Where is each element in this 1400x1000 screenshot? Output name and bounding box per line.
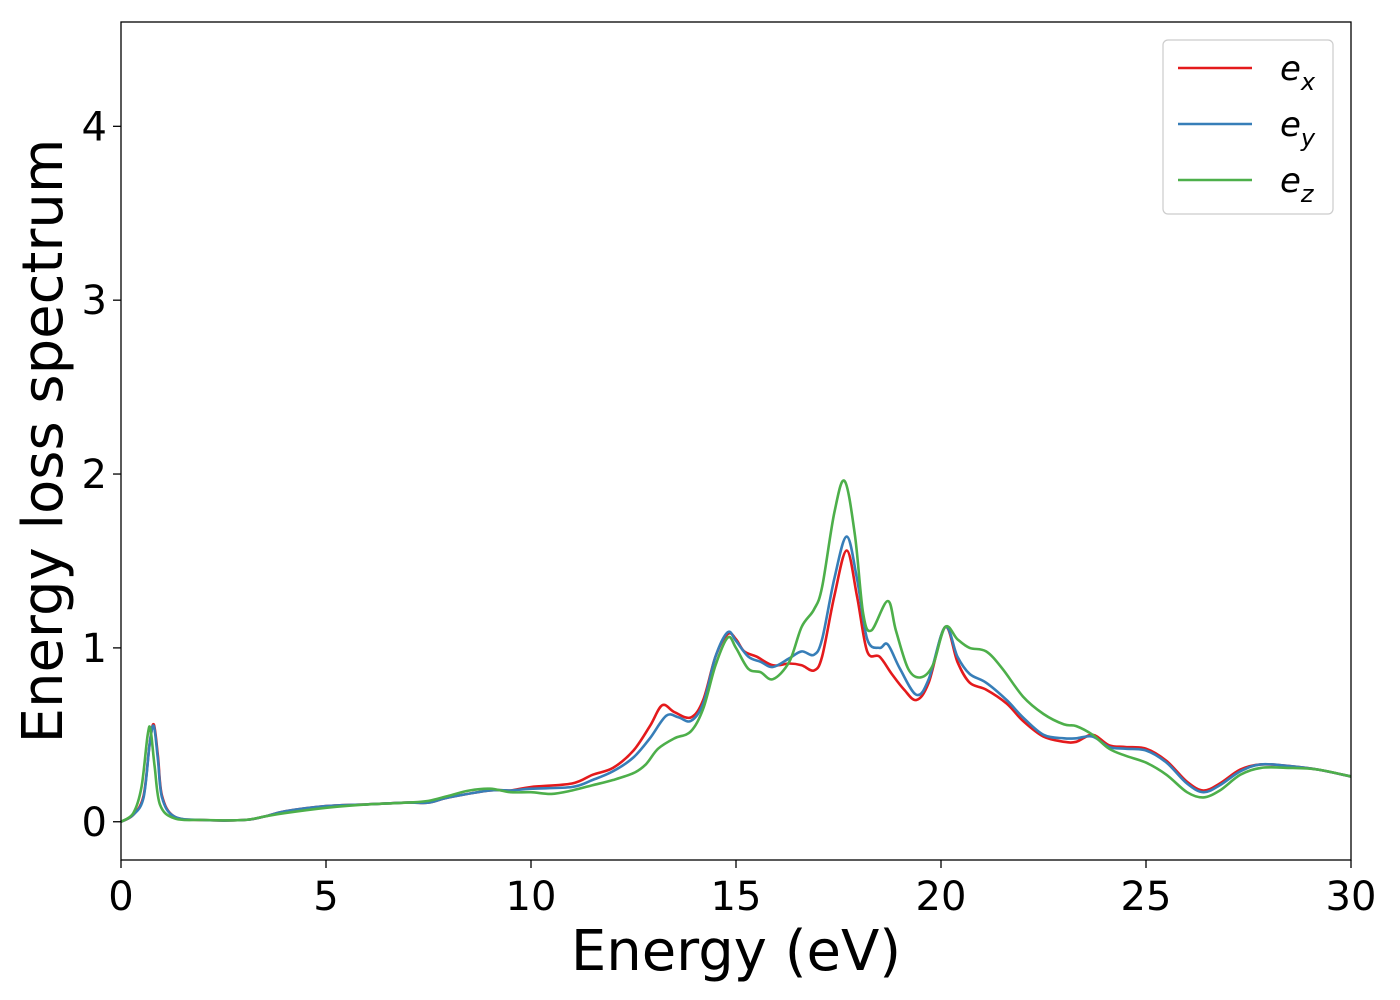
y-tick-label: 2 xyxy=(82,452,107,498)
legend-label-base: e xyxy=(1280,161,1301,201)
x-axis-ticks: 0 5 10 15 20 25 30 xyxy=(108,860,1376,920)
legend-label-x: ex xyxy=(1280,49,1316,96)
y-axis-ticks: 0 1 2 3 4 xyxy=(82,104,121,846)
y-tick-label: 4 xyxy=(82,104,107,150)
x-tick-label: 30 xyxy=(1326,874,1377,920)
legend-label-z: ez xyxy=(1280,161,1315,208)
x-tick-label: 10 xyxy=(506,874,557,920)
legend-box xyxy=(1162,39,1334,215)
legend-label-y: ey xyxy=(1280,105,1316,152)
y-tick-label: 1 xyxy=(82,626,107,672)
legend-label-base: e xyxy=(1280,49,1301,89)
x-tick-label: 15 xyxy=(711,874,762,920)
legend-label-base: e xyxy=(1280,105,1301,145)
series-line-z xyxy=(120,479,1352,823)
x-tick-label: 20 xyxy=(916,874,967,920)
legend-label-subscript: z xyxy=(1300,180,1315,208)
y-axis-title: Energy loss spectrum xyxy=(11,139,76,744)
legend-label-subscript: x xyxy=(1300,68,1316,96)
series-layer xyxy=(120,479,1352,823)
x-tick-label: 25 xyxy=(1121,874,1172,920)
y-tick-label: 0 xyxy=(82,800,107,846)
x-tick-label: 5 xyxy=(313,874,338,920)
y-tick-label: 3 xyxy=(82,278,107,324)
x-tick-label: 0 xyxy=(108,874,133,920)
legend-label-subscript: y xyxy=(1300,124,1316,152)
x-axis-title: Energy (eV) xyxy=(571,919,901,984)
